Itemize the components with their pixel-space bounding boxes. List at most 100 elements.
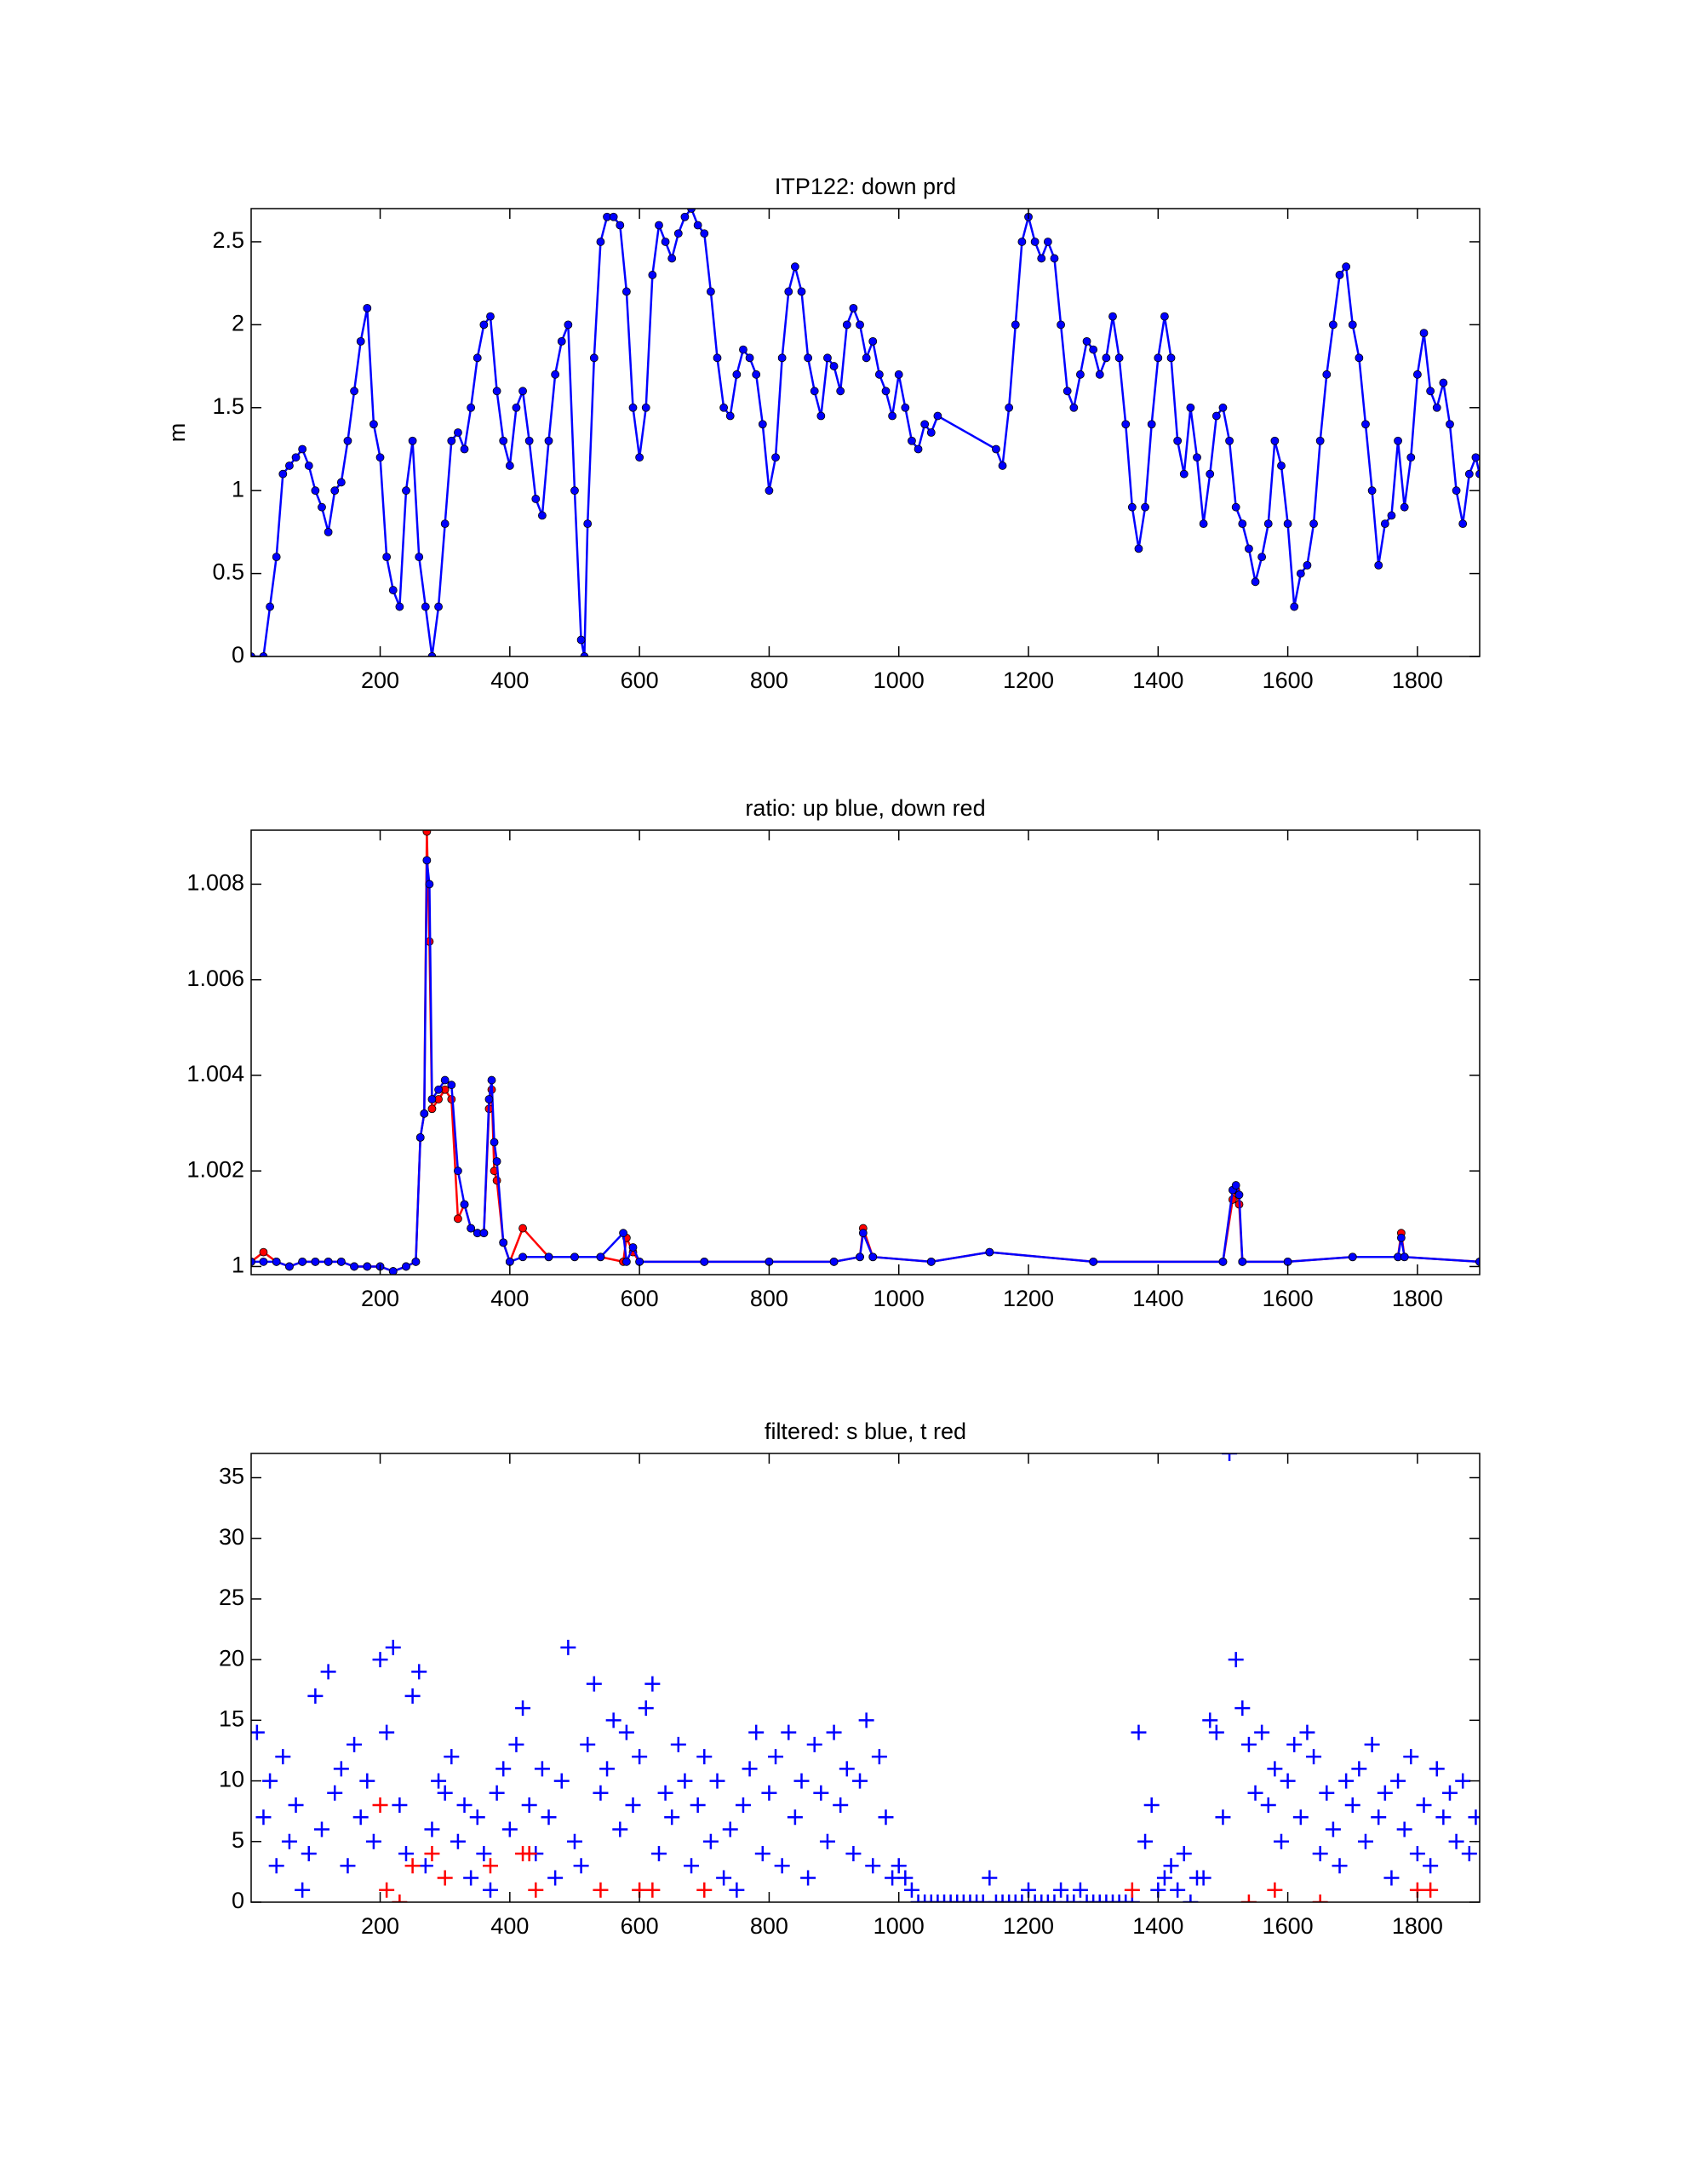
plus-marker (826, 1724, 842, 1740)
plus-marker (1228, 1652, 1244, 1668)
data-point (1057, 320, 1065, 330)
data-point (350, 1262, 358, 1271)
data-point (790, 262, 799, 272)
plus-marker (424, 1821, 440, 1837)
plus-marker (1280, 1773, 1296, 1789)
data-point (1394, 436, 1402, 445)
plus-marker (275, 1749, 291, 1765)
data-point (1234, 1190, 1244, 1200)
data-point (402, 486, 410, 496)
data-point (1471, 453, 1480, 462)
plus-marker (463, 1870, 479, 1886)
data-point (1406, 453, 1416, 462)
data-point (1458, 519, 1468, 529)
data-point (985, 1247, 994, 1257)
data-point (570, 486, 579, 496)
plus-marker (1409, 1846, 1425, 1862)
plus-marker (482, 1858, 498, 1874)
y-tick-label: 5 (232, 1827, 244, 1853)
data-point (621, 1257, 631, 1266)
plus-marker (937, 1895, 953, 1902)
data-point (1121, 420, 1131, 429)
data-point (330, 486, 340, 496)
x-tick-label: 1000 (874, 1913, 925, 1939)
plus-marker (897, 1870, 914, 1886)
data-point (739, 345, 747, 354)
plus-marker (456, 1797, 473, 1814)
y-tick-label: 15 (219, 1705, 244, 1731)
plus-marker (878, 1809, 894, 1826)
data-point (324, 527, 333, 536)
data-point (388, 1267, 398, 1275)
data-point (628, 1243, 638, 1252)
plus-marker (930, 1895, 946, 1902)
data-point (648, 271, 657, 279)
data-point (311, 486, 320, 496)
data-point (616, 221, 625, 230)
plus-marker (644, 1882, 661, 1898)
plot-area (251, 830, 1480, 1275)
data-point (1342, 262, 1351, 272)
data-point (422, 856, 432, 865)
data-point (1193, 453, 1201, 462)
data-point (460, 444, 469, 454)
plus-marker (528, 1882, 544, 1898)
x-tick-label: 1600 (1263, 668, 1314, 693)
data-point (1329, 320, 1337, 330)
data-point (1211, 411, 1221, 421)
plus-marker (1338, 1773, 1355, 1789)
plus-marker (716, 1870, 732, 1886)
data-point (487, 1075, 496, 1085)
data-point (926, 1257, 936, 1266)
data-point (765, 486, 774, 496)
data-point (836, 387, 845, 396)
data-point (856, 1253, 864, 1262)
plus-marker (638, 1700, 654, 1717)
data-point (849, 303, 858, 312)
plus-marker (696, 1749, 713, 1765)
data-point (1412, 370, 1422, 379)
data-point (920, 420, 930, 429)
data-point (479, 1229, 489, 1238)
data-point (1095, 370, 1104, 379)
plus-marker (1240, 1895, 1257, 1902)
plus-marker (1234, 1700, 1251, 1717)
data-point (1400, 1253, 1409, 1262)
plus-marker (742, 1761, 758, 1777)
data-point (505, 1257, 514, 1266)
x-tick-label: 1600 (1263, 1286, 1314, 1311)
data-point (490, 1138, 499, 1147)
plus-marker (1163, 1858, 1179, 1874)
data-point (1005, 403, 1014, 412)
data-point (1452, 486, 1461, 496)
data-point (673, 229, 683, 238)
plus-marker (495, 1761, 512, 1777)
plus-marker (352, 1809, 369, 1826)
plus-marker (1014, 1895, 1030, 1902)
x-tick-label: 1000 (874, 668, 925, 693)
data-point (259, 1257, 268, 1266)
data-point (512, 403, 521, 412)
plus-marker (774, 1858, 790, 1874)
plus-marker (417, 1858, 433, 1874)
x-tick-label: 200 (361, 1286, 399, 1311)
x-tick-label: 1200 (1003, 1913, 1054, 1939)
plus-marker (450, 1833, 466, 1849)
plus-marker (942, 1895, 959, 1902)
data-point (1011, 320, 1020, 330)
data-point (427, 652, 437, 656)
data-point (291, 453, 301, 462)
data-point (544, 436, 553, 445)
y-axis-label: m (164, 423, 190, 443)
data-point (1063, 387, 1072, 396)
plus-marker (1098, 1895, 1114, 1902)
data-point (531, 495, 541, 503)
plus-marker (690, 1797, 706, 1814)
data-point (1303, 560, 1312, 570)
data-point (926, 428, 936, 437)
plus-marker (1429, 1761, 1445, 1777)
data-point (440, 519, 450, 529)
plus-marker (1046, 1895, 1063, 1902)
plus-marker (1195, 1870, 1211, 1886)
plus-marker (392, 1895, 408, 1902)
